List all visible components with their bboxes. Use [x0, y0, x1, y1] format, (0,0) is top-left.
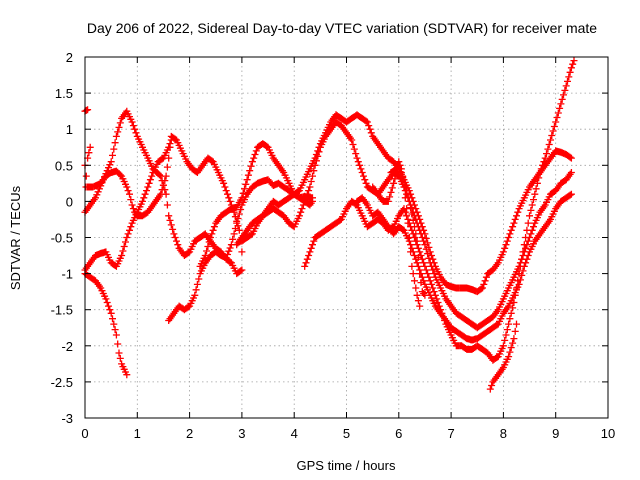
y-axis: -3 -2.5 -2 -1.5 -1 -0.5 0 0.5 1 1.5 2	[51, 50, 608, 426]
series-track-12	[369, 161, 429, 299]
chart-title: Day 206 of 2022, Sidereal Day-to-day VTE…	[87, 20, 597, 36]
series-markers	[369, 161, 429, 299]
series-markers	[196, 140, 316, 270]
x-tick-label: 2	[186, 426, 193, 441]
series-track-15	[486, 320, 520, 393]
x-tick-label: 8	[500, 426, 507, 441]
y-tick-label: -1	[61, 267, 73, 282]
series-track-11	[353, 190, 575, 344]
y-tick-label: 2	[66, 50, 73, 65]
x-tick-label: 9	[552, 426, 559, 441]
x-tick-label: 10	[601, 426, 615, 441]
y-tick-label: 1.5	[55, 86, 73, 101]
series-markers	[81, 132, 246, 256]
x-tick-label: 4	[291, 426, 298, 441]
series-track-4	[81, 136, 175, 274]
y-tick-label: 0	[66, 194, 73, 209]
series-markers	[486, 320, 520, 393]
y-tick-label: -2.5	[51, 375, 73, 390]
x-tick-label: 5	[343, 426, 350, 441]
x-axis-label: GPS time / hours	[297, 458, 396, 473]
series-track-8	[233, 111, 575, 296]
x-tick-label: 7	[447, 426, 454, 441]
series-markers	[301, 57, 578, 364]
series-markers	[233, 111, 575, 296]
x-tick-label: 3	[238, 426, 245, 441]
series-track-10	[238, 118, 575, 332]
series-markers	[82, 143, 94, 191]
series-track-13	[387, 158, 424, 310]
series-markers	[353, 190, 575, 344]
y-tick-label: -1.5	[51, 303, 73, 318]
x-tick-label: 6	[395, 426, 402, 441]
series-track-14	[82, 143, 94, 191]
y-tick-label: 1	[66, 122, 73, 137]
y-tick-label: 0.5	[55, 158, 73, 173]
series-markers	[81, 270, 131, 379]
series-track-7	[196, 140, 316, 270]
x-tick-label: 1	[134, 426, 141, 441]
series-track-9	[301, 57, 578, 364]
series-track-5	[81, 270, 131, 379]
x-tick-label: 0	[81, 426, 88, 441]
y-axis-label: SDTVAR / TECUs	[8, 185, 23, 290]
y-tick-label: -3	[61, 411, 73, 426]
y-tick-label: -2	[61, 339, 73, 354]
series-track-1	[81, 106, 92, 115]
series-markers	[81, 106, 92, 115]
series-markers	[387, 158, 424, 310]
y-tick-label: -0.5	[51, 231, 73, 246]
series-markers	[238, 118, 575, 332]
series-markers	[81, 136, 175, 274]
x-axis: 0 1 2 3 4 5 6 7 8 9 10	[81, 57, 615, 441]
series-track-3	[81, 132, 246, 256]
